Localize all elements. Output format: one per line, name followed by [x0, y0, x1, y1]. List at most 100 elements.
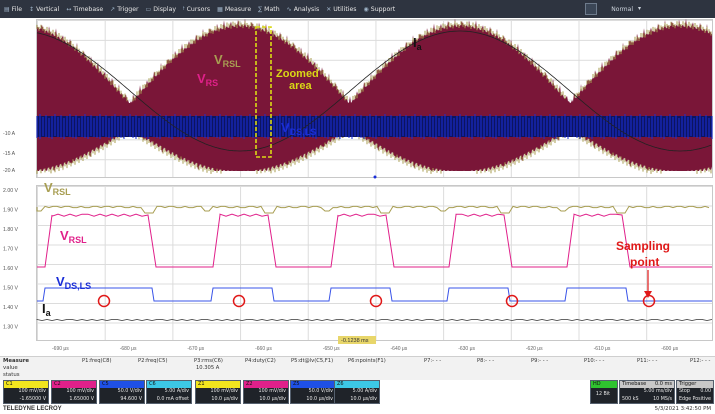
zoom-region-box[interactable]	[255, 26, 272, 158]
top-y-tick: -20 A	[3, 168, 16, 174]
timebase-icon: ↔	[66, 5, 72, 13]
timebase-descriptor[interactable]: Timebase 0.0 ms 5.00 ms/div 500 kS 10 MS…	[619, 380, 675, 404]
vrsl-label-bottom-sub: RSL	[53, 187, 72, 197]
menu-label: Math	[264, 5, 280, 13]
bottom-x-tick: -600 μs	[661, 346, 678, 352]
trigger-mode-label[interactable]: Normal	[611, 6, 633, 13]
menu-file[interactable]: ▤ File	[4, 5, 22, 13]
measure-param-name[interactable]: P6:npoints(F1)	[348, 358, 386, 364]
ia-label-bottom-main: I	[42, 301, 46, 316]
bottom-x-tick: -670 μs	[187, 346, 204, 352]
channel-setting: 50.0 V/div	[308, 389, 333, 394]
trigger-slope: Positive	[692, 396, 712, 402]
main-waveform-plot: -10 A-15 A-20 A -800 μs0 μs Zoomed area …	[3, 19, 713, 179]
channel-descriptor-c6[interactable]: C6 5.00 A/div 0.0 mA offset	[146, 380, 192, 404]
vds-trace-top	[36, 114, 713, 139]
channel-descriptor-z6[interactable]: Z6 5.00 A/div 10.0 μs/div	[334, 380, 380, 404]
menu-vertical[interactable]: ↕ Vertical	[29, 5, 59, 13]
mode-icon[interactable]	[585, 3, 597, 15]
vds-label-bottom-sub: DS,LS	[65, 281, 92, 291]
measure-panel: Measure value status P1:freq(C8) P2:freq(…	[0, 356, 715, 380]
bottom-y-tick: 1.40 V	[3, 305, 19, 311]
channel-descriptor-z1[interactable]: Z1 100 mV/div 10.0 μs/div	[195, 380, 241, 404]
channel-id: Z2	[244, 381, 288, 388]
chevron-down-icon[interactable]: ▾	[637, 5, 641, 12]
measure-param-name[interactable]: P10:- - -	[584, 358, 605, 364]
zoom-center-marker-bg	[338, 336, 376, 344]
channel-id: C2	[52, 381, 96, 388]
ia-label-top-main: I	[413, 35, 417, 50]
bottom-x-tick: -640 μs	[391, 346, 408, 352]
top-y-tick: -10 A	[3, 131, 16, 137]
channel-setting: 5.00 A/div	[352, 389, 377, 394]
sampling-label-line1: Sampling	[616, 239, 670, 253]
utilities-icon: ✕	[326, 5, 332, 13]
trigger-title: Trigger	[677, 381, 713, 388]
trigger-level: 0.00	[700, 389, 711, 394]
measure-param-name[interactable]: P11:- - -	[637, 358, 658, 364]
menu-label: Analysis	[293, 5, 320, 13]
menu-measure[interactable]: ▦ Measure	[217, 5, 251, 13]
vrs-label-top: VRS	[197, 71, 218, 88]
menu-timebase[interactable]: ↔ Timebase	[66, 5, 103, 13]
vds-trace-bottom	[37, 287, 712, 302]
menu-label: File	[11, 5, 23, 13]
channel-descriptor-z2[interactable]: Z2 100 mV/div 10.0 μs/div	[243, 380, 289, 404]
measure-param-name[interactable]: P3:rms(C6)	[194, 358, 223, 364]
vds-label-top: VDS,LS	[281, 120, 316, 137]
channel-id: Z6	[335, 381, 379, 388]
measure-param-name[interactable]: P8:- - -	[477, 358, 495, 364]
menu-label: Trigger	[117, 5, 139, 13]
bottom-y-tick: 1.70 V	[3, 247, 19, 253]
sampling-arrow-head	[644, 291, 652, 298]
zoom-center-marker[interactable]: -0.1238 ms	[341, 338, 369, 344]
channel-setting: 94.600 V	[120, 396, 142, 402]
vds-label-bottom-main: V	[56, 274, 65, 289]
cursors-icon: ⟊	[183, 5, 185, 12]
measure-param-name[interactable]: P9:- - -	[531, 358, 549, 364]
menu-utilities[interactable]: ✕ Utilities	[326, 5, 356, 13]
timebase-title: Timebase	[622, 381, 647, 387]
trigger-descriptor[interactable]: Trigger Stop 0.00 Edge Positive	[676, 380, 714, 404]
channel-descriptor-c5[interactable]: C5 50.0 V/div 94.600 V	[99, 380, 145, 404]
menu-trigger[interactable]: ↗ Trigger	[110, 5, 138, 13]
vertical-icon: ↕	[29, 5, 35, 13]
measure-param-name[interactable]: P4:duty(C2)	[245, 358, 276, 364]
bits-label: 12 Bit	[595, 392, 611, 397]
menu-support[interactable]: ◉ Support	[364, 5, 396, 13]
menu-display[interactable]: ▭ Display	[146, 5, 176, 13]
math-icon: ∑	[258, 5, 263, 13]
channel-id: Z1	[196, 381, 240, 388]
vrs-trace-bottom	[37, 213, 712, 268]
channel-setting: 10.0 μs/div	[259, 396, 286, 402]
measure-param-name[interactable]: P2:freq(C5)	[138, 358, 168, 364]
measure-param-name[interactable]: P7:- - -	[424, 358, 442, 364]
measure-param-name[interactable]: P12:- - -	[690, 358, 711, 364]
measure-title[interactable]: Measure	[3, 358, 30, 364]
measure-param-name[interactable]: P1:freq(C8)	[82, 358, 112, 364]
menu-label: Display	[153, 5, 177, 13]
hd-descriptor[interactable]: HD 12 Bit	[590, 380, 618, 404]
channel-setting: 10.0 μs/div	[350, 396, 377, 402]
channel-descriptor-z5[interactable]: Z5 50.0 V/div 10.0 μs/div	[290, 380, 336, 404]
channel-setting: 0.0 mA offset	[156, 396, 189, 402]
menu-math[interactable]: ∑ Math	[258, 5, 280, 13]
bottom-x-tick: -660 μs	[255, 346, 272, 352]
channel-descriptor-c2[interactable]: C2 100 mV/div 1.65000 V	[51, 380, 97, 404]
channel-setting: 5.00 A/div	[164, 389, 189, 394]
zoom-waveform-plot: 2.00 V 1.90 V 1.80 V 1.70 V 1.60 V 1.50 V 1.40…	[3, 180, 713, 352]
menu-label: Utilities	[333, 5, 357, 13]
channel-setting: 100 mV/div	[210, 389, 238, 394]
brand-logo: TELEDYNE LECROY	[3, 406, 62, 412]
trigger-marker[interactable]	[373, 175, 377, 179]
zoom-waveform-grid	[36, 185, 713, 341]
menu-cursors[interactable]: ⟊ Cursors	[183, 5, 210, 13]
channel-setting: -1.65000 V	[19, 396, 46, 402]
menu-analysis[interactable]: ∿ Analysis	[287, 5, 320, 13]
top-y-tick: -15 A	[3, 151, 16, 157]
sampling-point-marker	[369, 294, 383, 308]
menu-label: Support	[370, 5, 396, 13]
measure-param-name[interactable]: P5:dt@lv(C5,F1)	[291, 358, 334, 364]
channel-descriptor-c1[interactable]: C1 100 mV/div -1.65000 V	[3, 380, 49, 404]
channel-id: Z5	[291, 381, 335, 388]
